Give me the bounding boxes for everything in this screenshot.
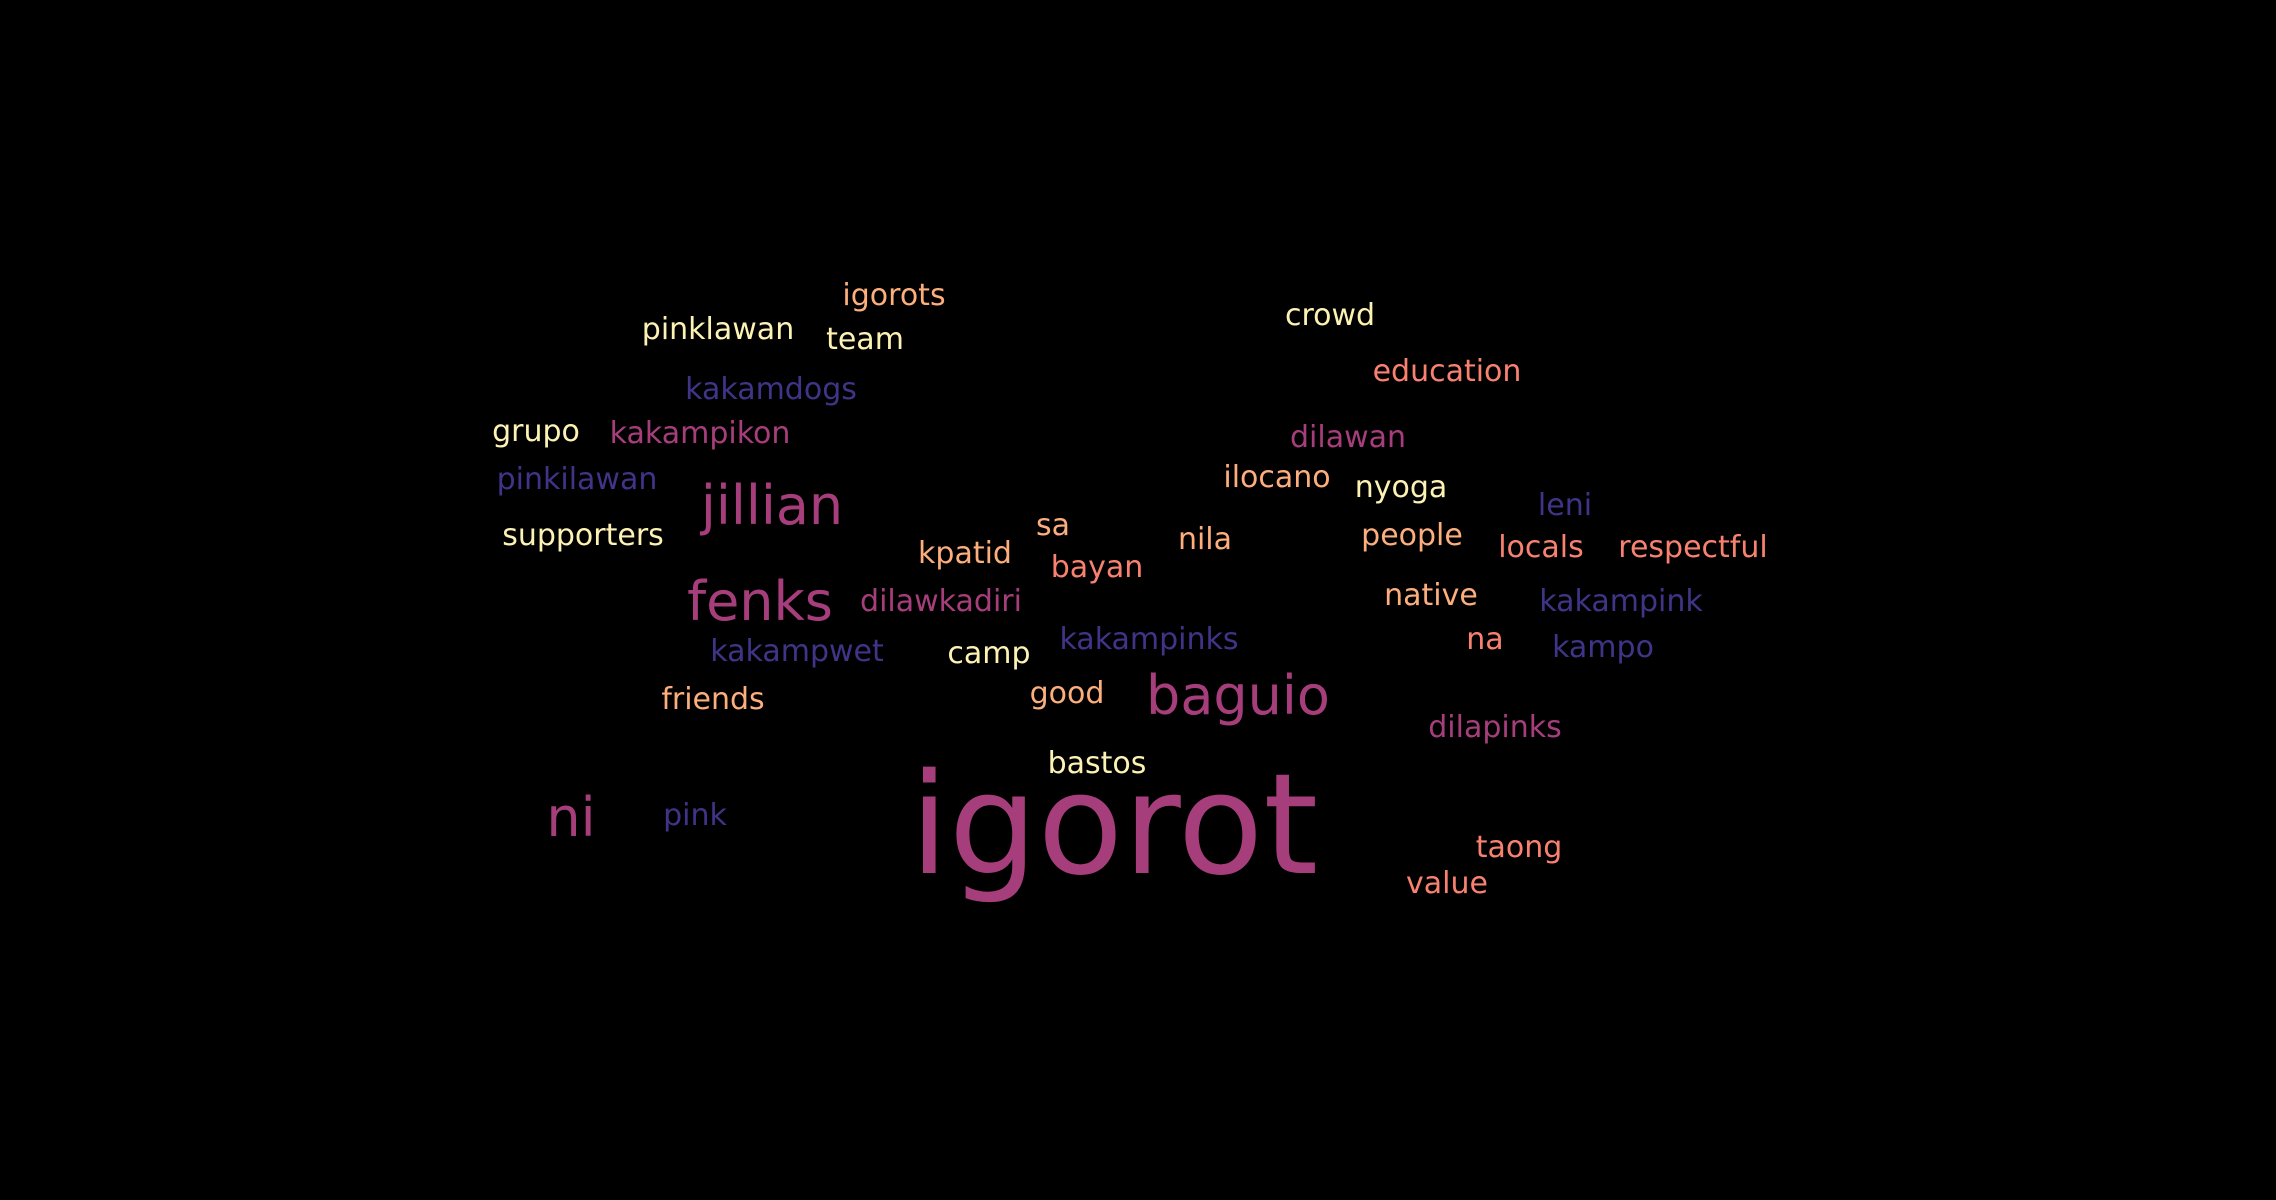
word-igorots: igorots <box>842 278 946 313</box>
word-kakamdogs: kakamdogs <box>685 372 857 407</box>
word-pinkilawan: pinkilawan <box>496 462 658 497</box>
word-pink: pink <box>663 798 727 833</box>
word-people: people <box>1361 518 1463 553</box>
word-native: native <box>1384 578 1478 613</box>
word-bayan: bayan <box>1050 550 1144 585</box>
word-crowd: crowd <box>1284 298 1376 333</box>
word-value: value <box>1406 866 1488 901</box>
word-nila: nila <box>1177 522 1233 557</box>
word-grupo: grupo <box>492 414 580 449</box>
word-good: good <box>1029 676 1105 711</box>
word-team: team <box>826 322 904 357</box>
word-friends: friends <box>661 682 765 717</box>
word-pinklawan: pinklawan <box>641 312 795 347</box>
word-nyoga: nyoga <box>1354 470 1448 505</box>
word-fenks: fenks <box>687 570 833 633</box>
word-kakampikon: kakampikon <box>609 416 791 451</box>
word-na: na <box>1466 622 1504 657</box>
word-leni: leni <box>1537 488 1593 523</box>
word-education: education <box>1372 354 1522 389</box>
word-kpatid: kpatid <box>918 536 1012 571</box>
word-camp: camp <box>947 636 1031 671</box>
word-baguio: baguio <box>1146 664 1330 727</box>
word-supporters: supporters <box>502 518 664 553</box>
word-ni: ni <box>546 786 596 849</box>
word-jillian: jillian <box>700 474 844 537</box>
word-taong: taong <box>1475 830 1563 865</box>
word-bastos: bastos <box>1047 746 1147 781</box>
word-locals: locals <box>1498 530 1584 565</box>
word-dilawkadiri: dilawkadiri <box>860 584 1022 619</box>
word-dilawan: dilawan <box>1289 420 1407 455</box>
word-dilapinks: dilapinks <box>1428 710 1562 745</box>
word-kampo: kampo <box>1552 630 1654 665</box>
word-igorot: igorot <box>909 744 1319 907</box>
word-kakampwet: kakampwet <box>710 634 884 669</box>
word-kakampink: kakampink <box>1539 584 1703 619</box>
word-sa: sa <box>1035 508 1071 543</box>
word-respectful: respectful <box>1618 530 1768 565</box>
word-ilocano: ilocano <box>1223 460 1331 495</box>
word-kakampinks: kakampinks <box>1059 622 1239 657</box>
